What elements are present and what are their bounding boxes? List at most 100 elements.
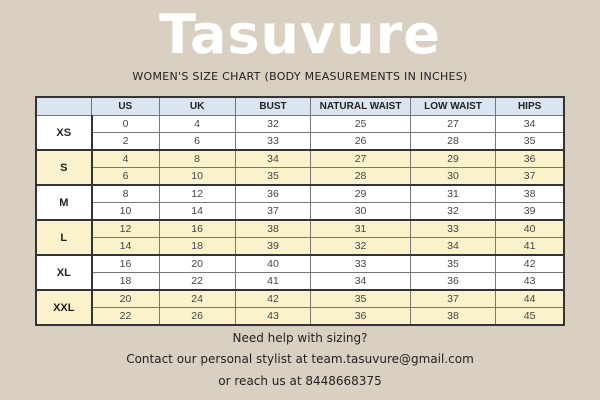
table-cell: 18 [91,272,160,291]
table-cell: 20 [91,289,160,308]
table-row: 2 6 33 26 28 35 [36,132,565,151]
table-cell: 35 [234,167,312,186]
table-cell: 12 [158,184,236,203]
size-label: M [35,184,93,221]
table-cell: 4 [158,115,236,133]
table-cell: 37 [409,289,497,308]
table-cell: 14 [158,202,236,221]
table-cell: 38 [495,184,565,203]
table-cell: 32 [409,202,497,221]
table-cell: 27 [310,149,411,168]
table-cell: 27 [409,115,497,133]
table-cell: 2 [91,132,160,151]
table-cell: 37 [495,167,565,186]
size-label: XS [35,115,93,151]
table-cell: 43 [495,272,565,291]
table-row: XL 16 20 40 33 35 42 [35,254,565,291]
table-cell: 31 [409,184,497,203]
table-cell: 6 [91,167,160,186]
table-cell: 41 [495,237,565,256]
table-cell: 26 [310,132,411,151]
table-cell: 43 [234,307,312,326]
table-cell: 32 [234,115,312,133]
size-label: XXL [35,289,93,326]
table-cell: 33 [310,254,411,273]
table-cell: 28 [310,167,411,186]
column-header: HIPS [495,96,565,116]
header-row: US UK BUST NATURAL WAIST LOW WAIST HIPS [35,96,565,116]
table-cell: 14 [91,237,160,256]
table-row: 10 14 37 30 32 39 [36,202,565,221]
table-cell: 16 [91,254,160,273]
table-cell: 38 [409,307,497,326]
table-cell: 34 [409,237,497,256]
table-cell: 35 [495,132,565,151]
table-cell: 22 [158,272,236,291]
table-cell: 36 [234,184,312,203]
table-cell: 29 [409,149,497,168]
chart-subtitle: WOMEN'S SIZE CHART (BODY MEASUREMENTS IN… [132,70,468,83]
table-cell: 25 [310,115,411,133]
table-cell: 33 [234,132,312,151]
table-row: M 8 12 36 29 31 38 [35,184,565,221]
table-cell: 16 [158,219,236,238]
table-cell: 29 [310,184,411,203]
table-cell: 0 [91,115,160,133]
table-cell: 40 [495,219,565,238]
table-cell: 34 [495,115,565,133]
size-label: S [35,149,93,186]
table-cell: 38 [234,219,312,238]
size-chart-table: US UK BUST NATURAL WAIST LOW WAIST HIPS XS 0 4 3… [35,96,565,326]
column-header: LOW WAIST [409,96,497,116]
column-header: UK [158,96,236,116]
brand-logo: Tasuvure [159,3,441,66]
table-cell: 42 [495,254,565,273]
contact-text: Contact our personal stylist at team.tas… [126,352,474,366]
table-cell: 34 [234,149,312,168]
table-cell: 26 [158,307,236,326]
table-cell: 8 [158,149,236,168]
table-cell: 12 [91,219,160,238]
table-cell: 18 [158,237,236,256]
table-cell: 33 [409,219,497,238]
size-label: L [35,219,93,256]
table-cell: 4 [91,149,160,168]
table-row: 22 26 43 36 38 45 [36,307,565,326]
size-label: XL [35,254,93,291]
table-cell: 32 [310,237,411,256]
table-cell: 36 [409,272,497,291]
table-cell: 39 [495,202,565,221]
table-cell: 31 [310,219,411,238]
help-text: Need help with sizing? [232,331,368,345]
table-cell: 6 [158,132,236,151]
table-row: XS 0 4 32 25 27 34 [35,115,565,151]
table-row: 14 18 39 32 34 41 [36,237,565,256]
table-cell: 20 [158,254,236,273]
table-cell: 8 [91,184,160,203]
table-cell: 41 [234,272,312,291]
table-cell: 22 [91,307,160,326]
column-header: NATURAL WAIST [310,96,411,116]
table-cell: 40 [234,254,312,273]
table-cell: 35 [310,289,411,308]
column-header [35,96,93,116]
table-cell: 10 [158,167,236,186]
table-cell: 35 [409,254,497,273]
column-header: US [91,96,160,116]
table-cell: 44 [495,289,565,308]
table-cell: 45 [495,307,565,326]
table-cell: 24 [158,289,236,308]
table-cell: 37 [234,202,312,221]
table-cell: 36 [495,149,565,168]
table-cell: 30 [310,202,411,221]
table-cell: 10 [91,202,160,221]
phone-text: or reach us at 8448668375 [218,374,382,388]
table-cell: 39 [234,237,312,256]
table-row: S 4 8 34 27 29 36 [35,149,565,186]
table-row: 6 10 35 28 30 37 [36,167,565,186]
table-cell: 36 [310,307,411,326]
table-cell: 42 [234,289,312,308]
table-cell: 28 [409,132,497,151]
table-row: L 12 16 38 31 33 40 [35,219,565,256]
column-header: BUST [234,96,312,116]
